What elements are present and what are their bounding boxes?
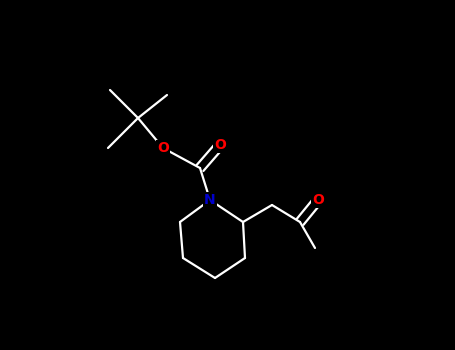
Text: O: O: [157, 141, 169, 155]
Text: O: O: [312, 193, 324, 207]
Text: N: N: [204, 193, 216, 207]
Text: O: O: [214, 138, 226, 152]
